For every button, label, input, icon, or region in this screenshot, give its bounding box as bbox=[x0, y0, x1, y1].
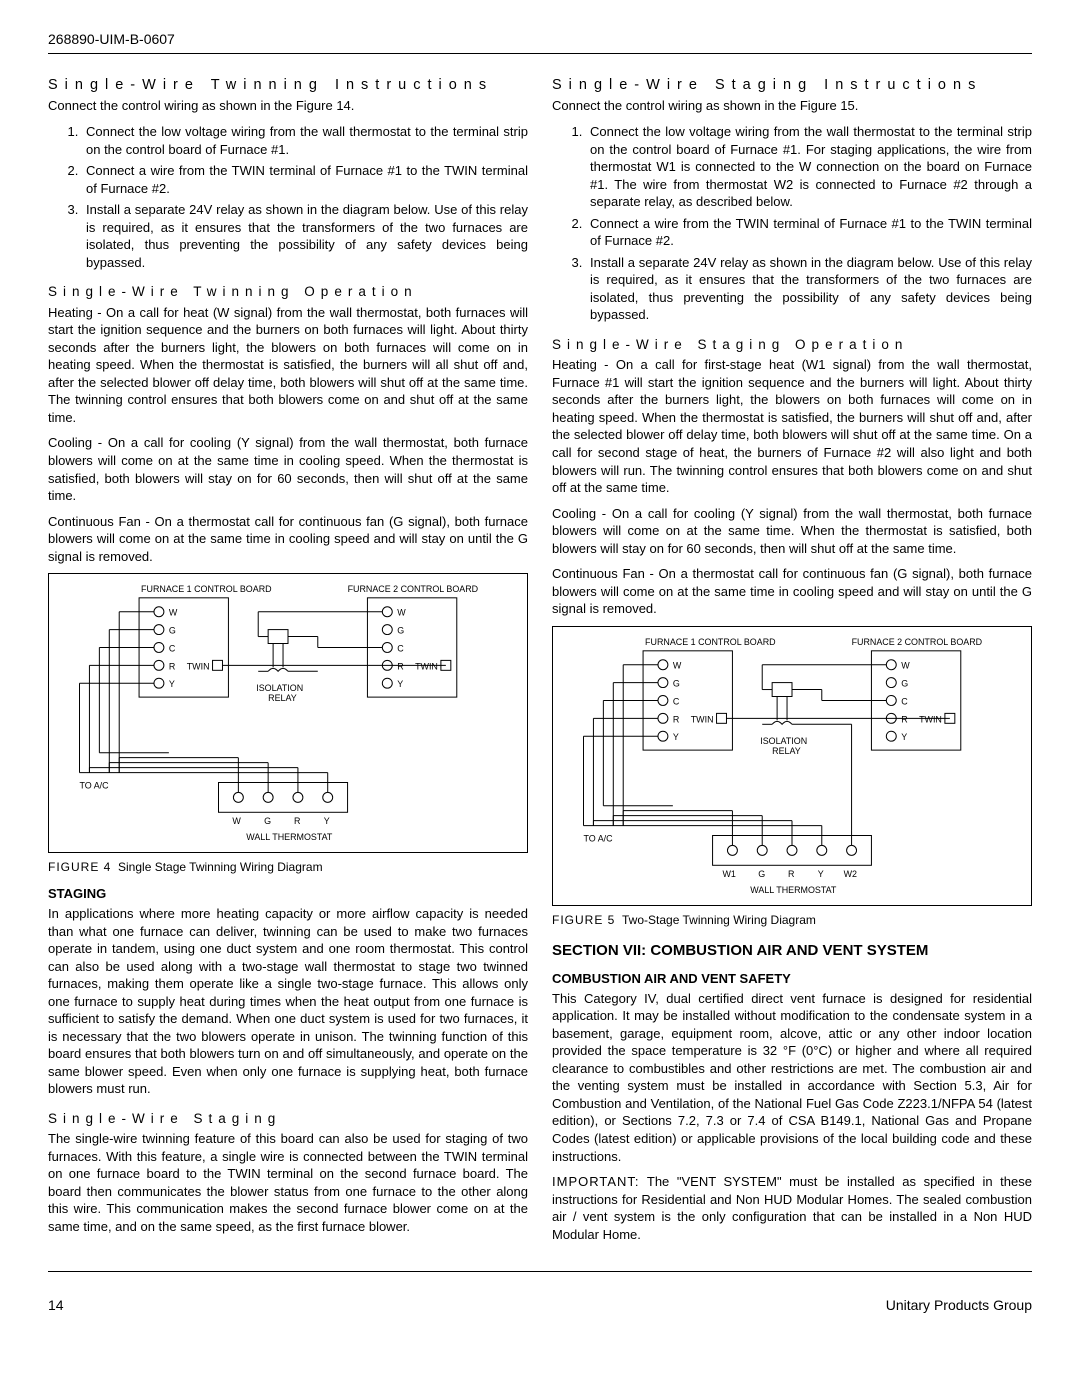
svg-text:W: W bbox=[232, 816, 241, 826]
header-rule bbox=[48, 53, 1032, 54]
left-steps: Connect the low voltage wiring from the … bbox=[48, 123, 528, 271]
paragraph-safety: This Category IV, dual certified direct … bbox=[552, 990, 1032, 1165]
paragraph-heating-r: Heating - On a call for first-stage heat… bbox=[552, 356, 1032, 496]
right-steps: Connect the low voltage wiring from the … bbox=[552, 123, 1032, 324]
svg-text:TO A/C: TO A/C bbox=[80, 781, 110, 791]
heading-staging-operation: Single-Wire Staging Operation bbox=[552, 336, 1032, 354]
heading-twinning-instructions: Single-Wire Twinning Instructions bbox=[48, 76, 528, 96]
diagram-label: FURNACE 2 CONTROL BOARD bbox=[348, 584, 479, 594]
paragraph-cooling-r: Cooling - On a call for cooling (Y signa… bbox=[552, 505, 1032, 558]
svg-text:W: W bbox=[397, 608, 406, 618]
svg-text:RELAY: RELAY bbox=[268, 693, 297, 703]
svg-text:Y: Y bbox=[169, 679, 175, 689]
heading-twinning-operation: Single-Wire Twinning Operation bbox=[48, 283, 528, 301]
svg-text:WALL THERMOSTAT: WALL THERMOSTAT bbox=[750, 885, 837, 895]
figure-5-diagram: FURNACE 1 CONTROL BOARD FURNACE 2 CONTRO… bbox=[552, 626, 1032, 906]
figure-caption-text: Two-Stage Twinning Wiring Diagram bbox=[622, 913, 816, 927]
right-column: Single-Wire Staging Instructions Connect… bbox=[552, 68, 1032, 1251]
svg-text:W: W bbox=[169, 608, 178, 618]
svg-text:R: R bbox=[788, 869, 795, 879]
svg-text:G: G bbox=[673, 678, 680, 688]
svg-text:TWIN: TWIN bbox=[415, 662, 438, 672]
figure-label: FIGURE 5 bbox=[552, 913, 615, 927]
figure-label: FIGURE 4 bbox=[48, 860, 111, 874]
figure-5-caption: FIGURE 5 Two-Stage Twinning Wiring Diagr… bbox=[552, 912, 1032, 928]
svg-text:W: W bbox=[673, 661, 682, 671]
list-item: Connect a wire from the TWIN terminal of… bbox=[82, 162, 528, 197]
svg-text:TO A/C: TO A/C bbox=[584, 833, 614, 843]
svg-text:G: G bbox=[758, 869, 765, 879]
paragraph-fan: Continuous Fan - On a thermostat call fo… bbox=[48, 513, 528, 566]
left-column: Single-Wire Twinning Instructions Connec… bbox=[48, 68, 528, 1251]
svg-text:TWIN: TWIN bbox=[691, 714, 714, 724]
svg-text:G: G bbox=[169, 626, 176, 636]
svg-text:R: R bbox=[901, 714, 908, 724]
paragraph-important: IMPORTANT: The "VENT SYSTEM" must be ins… bbox=[552, 1173, 1032, 1243]
paragraph-staging-op: The single-wire twinning feature of this… bbox=[48, 1130, 528, 1235]
svg-text:W: W bbox=[901, 661, 910, 671]
list-item: Connect a wire from the TWIN terminal of… bbox=[586, 215, 1032, 250]
heading-staging: STAGING bbox=[48, 885, 528, 903]
svg-text:W1: W1 bbox=[723, 869, 736, 879]
svg-text:ISOLATION: ISOLATION bbox=[760, 736, 807, 746]
paragraph-fan-r: Continuous Fan - On a thermostat call fo… bbox=[552, 565, 1032, 618]
svg-text:W2: W2 bbox=[844, 869, 857, 879]
svg-text:G: G bbox=[264, 816, 271, 826]
svg-text:TWIN: TWIN bbox=[187, 662, 210, 672]
paragraph-staging: In applications where more heating capac… bbox=[48, 905, 528, 1098]
heading-staging-instructions: Single-Wire Staging Instructions bbox=[552, 76, 1032, 96]
svg-text:G: G bbox=[901, 678, 908, 688]
page-number: 14 bbox=[48, 1296, 64, 1315]
list-item: Install a separate 24V relay as shown in… bbox=[586, 254, 1032, 324]
right-intro: Connect the control wiring as shown in t… bbox=[552, 97, 1032, 115]
svg-text:TWIN: TWIN bbox=[919, 714, 942, 724]
svg-text:FURNACE 2 CONTROL BOARD: FURNACE 2 CONTROL BOARD bbox=[852, 637, 983, 647]
two-column-layout: Single-Wire Twinning Instructions Connec… bbox=[48, 68, 1032, 1251]
list-item: Connect the low voltage wiring from the … bbox=[82, 123, 528, 158]
svg-text:Y: Y bbox=[818, 869, 824, 879]
svg-text:C: C bbox=[901, 696, 908, 706]
heading-single-wire-staging: Single-Wire Staging bbox=[48, 1110, 528, 1128]
heading-section-vii: SECTION VII: COMBUSTION AIR AND VENT SYS… bbox=[552, 942, 1032, 960]
doc-id: 268890-UIM-B-0607 bbox=[48, 30, 1032, 49]
figure-4-diagram: FURNACE 1 CONTROL BOARD FURNACE 2 CONTRO… bbox=[48, 573, 528, 853]
figure-4-caption: FIGURE 4 Single Stage Twinning Wiring Di… bbox=[48, 859, 528, 875]
footer-rule bbox=[48, 1271, 1032, 1272]
svg-text:Y: Y bbox=[397, 679, 403, 689]
svg-text:C: C bbox=[673, 696, 680, 706]
svg-text:Y: Y bbox=[901, 732, 907, 742]
page-footer: 14 Unitary Products Group bbox=[48, 1296, 1032, 1315]
svg-text:R: R bbox=[169, 662, 176, 672]
paragraph-cooling: Cooling - On a call for cooling (Y signa… bbox=[48, 434, 528, 504]
svg-text:R: R bbox=[294, 816, 301, 826]
list-item: Connect the low voltage wiring from the … bbox=[586, 123, 1032, 211]
svg-text:G: G bbox=[397, 626, 404, 636]
paragraph-heating: Heating - On a call for heat (W signal) … bbox=[48, 304, 528, 427]
footer-group: Unitary Products Group bbox=[886, 1296, 1032, 1315]
svg-text:Y: Y bbox=[324, 816, 330, 826]
svg-text:C: C bbox=[397, 644, 404, 654]
svg-text:WALL THERMOSTAT: WALL THERMOSTAT bbox=[246, 832, 333, 842]
svg-text:RELAY: RELAY bbox=[772, 746, 801, 756]
important-label: IMPORTANT: bbox=[552, 1174, 640, 1189]
svg-text:C: C bbox=[169, 644, 176, 654]
svg-text:R: R bbox=[673, 714, 680, 724]
list-item: Install a separate 24V relay as shown in… bbox=[82, 201, 528, 271]
diagram-label: FURNACE 1 CONTROL BOARD bbox=[141, 584, 272, 594]
figure-caption-text: Single Stage Twinning Wiring Diagram bbox=[118, 860, 323, 874]
svg-text:R: R bbox=[397, 662, 404, 672]
heading-safety: COMBUSTION AIR AND VENT SAFETY bbox=[552, 970, 1032, 988]
svg-text:FURNACE 1 CONTROL BOARD: FURNACE 1 CONTROL BOARD bbox=[645, 637, 776, 647]
svg-text:Y: Y bbox=[673, 732, 679, 742]
left-intro: Connect the control wiring as shown in t… bbox=[48, 97, 528, 115]
svg-text:ISOLATION: ISOLATION bbox=[256, 683, 303, 693]
